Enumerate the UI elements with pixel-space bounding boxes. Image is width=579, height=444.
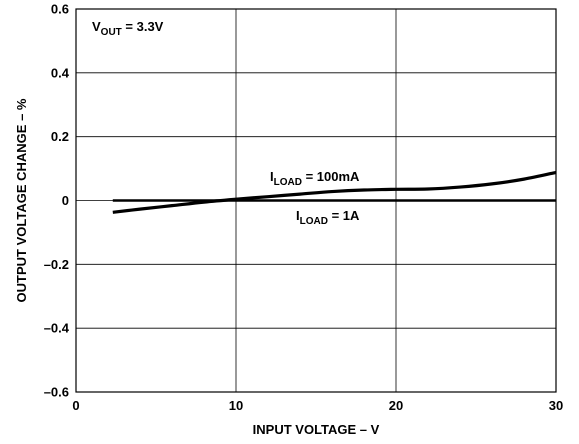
series-line-100ma [112, 170, 557, 214]
y-tick-label: 0.2 [51, 129, 69, 144]
condition-sub: OUT [101, 27, 122, 38]
x-tick-label: 10 [229, 398, 243, 413]
x-tick-label: 0 [72, 398, 79, 413]
series-label-100ma-rest: = 100mA [302, 169, 360, 184]
y-tick-label: 0.6 [51, 2, 69, 17]
y-tick-label: –0.2 [44, 257, 69, 272]
x-tick-label: 30 [549, 398, 563, 413]
series-label-1a-sub: LOAD [300, 216, 328, 227]
condition-annotation: VOUT = 3.3V [92, 19, 164, 38]
y-tick-label: 0 [62, 193, 69, 208]
y-axis-title: OUTPUT VOLTAGE CHANGE – % [14, 98, 29, 302]
condition-rest: = 3.3V [122, 19, 164, 34]
y-tick-label: –0.6 [44, 385, 69, 400]
series-label-100ma-main: I [270, 169, 274, 184]
series-label-1a-rest: = 1A [328, 208, 360, 223]
series-label-100ma: ILOAD = 100mA [270, 169, 360, 188]
plot-frame [75, 8, 557, 393]
x-tick-label: 20 [389, 398, 403, 413]
tick-labels: 0 10 20 30 –0.6 –0.4 –0.2 0 0.2 0.4 0.6 [44, 2, 564, 414]
series-layer [112, 170, 557, 214]
y-tick-label: –0.4 [44, 321, 70, 336]
y-tick-label: 0.4 [51, 65, 70, 80]
condition-main: V [92, 19, 101, 34]
series-label-100ma-sub: LOAD [274, 177, 302, 188]
x-axis-title: INPUT VOLTAGE – V [253, 422, 380, 437]
series-label-1a: ILOAD = 1A [296, 208, 360, 227]
series-label-1a-main: I [296, 208, 300, 223]
